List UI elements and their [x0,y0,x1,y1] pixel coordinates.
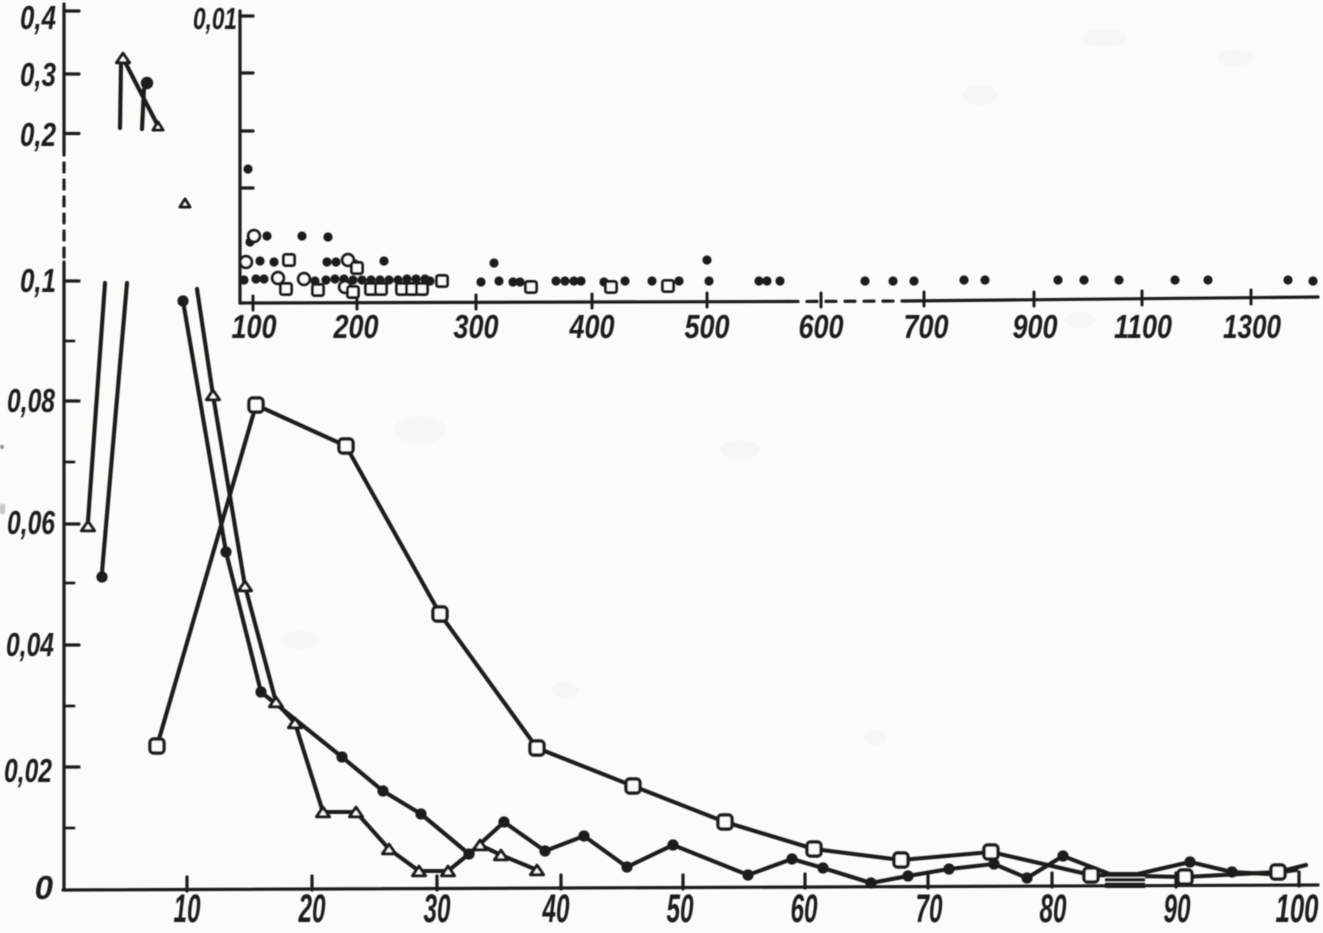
svg-text:80: 80 [1040,887,1067,931]
svg-text:400: 400 [569,308,615,345]
svg-text:700: 700 [904,308,950,345]
svg-text:60: 60 [791,887,818,931]
svg-text:50: 50 [667,887,694,931]
svg-text:0,04: 0,04 [6,626,54,663]
svg-text:70: 70 [916,887,943,931]
svg-text:0,01: 0,01 [193,1,237,36]
svg-text:20: 20 [298,887,326,931]
svg-text:10: 10 [174,887,201,931]
svg-text:0,3: 0,3 [20,56,56,93]
svg-text:0,1: 0,1 [20,262,56,299]
svg-text:0: 0 [35,869,54,906]
svg-text:0,08: 0,08 [7,382,55,419]
svg-text:100: 100 [232,308,278,345]
svg-text:0,06: 0,06 [7,504,55,541]
svg-text:600: 600 [799,308,845,345]
svg-text:1100: 1100 [1114,308,1173,345]
svg-text:300: 300 [454,308,500,345]
svg-text:100: 100 [1276,887,1319,931]
svg-text:900: 900 [1013,308,1059,345]
svg-text:200: 200 [333,308,379,345]
svg-text:30: 30 [424,887,451,931]
svg-text:40: 40 [542,887,570,931]
svg-text:500: 500 [685,308,731,345]
svg-text:0,02: 0,02 [4,752,52,789]
svg-text:0,4: 0,4 [20,0,56,36]
svg-text:0,2: 0,2 [20,116,57,153]
svg-text:1300: 1300 [1223,308,1282,345]
svg-text:90: 90 [1164,887,1191,931]
